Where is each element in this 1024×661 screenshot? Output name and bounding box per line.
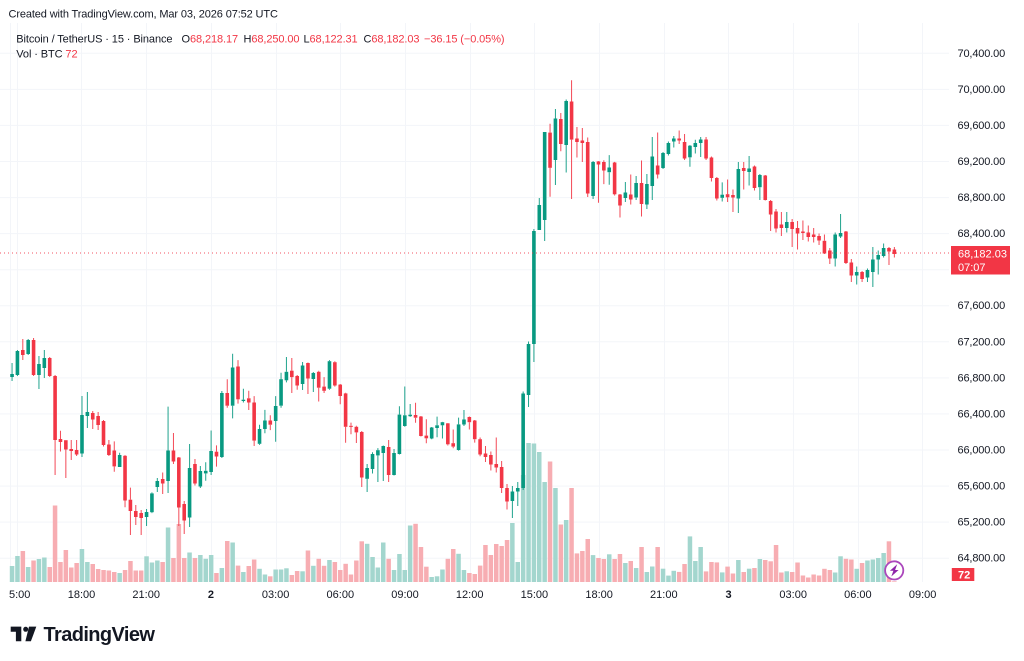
svg-text:72: 72 — [958, 570, 970, 582]
svg-text:21:00: 21:00 — [132, 589, 160, 601]
svg-text:68,400.00: 68,400.00 — [958, 228, 1006, 240]
svg-text:66,400.00: 66,400.00 — [958, 408, 1006, 420]
svg-text:18:00: 18:00 — [585, 589, 613, 601]
svg-text:70,400.00: 70,400.00 — [958, 48, 1006, 60]
svg-text:66,000.00: 66,000.00 — [958, 445, 1006, 457]
svg-text:12:00: 12:00 — [456, 589, 484, 601]
svg-text:68,800.00: 68,800.00 — [958, 192, 1006, 204]
svg-text:07:07: 07:07 — [958, 262, 986, 274]
svg-text:06:00: 06:00 — [327, 589, 355, 601]
svg-text:69,600.00: 69,600.00 — [958, 120, 1006, 132]
svg-text:5:00: 5:00 — [9, 589, 30, 601]
svg-text:3: 3 — [725, 589, 731, 601]
svg-text:68,182.03: 68,182.03 — [958, 249, 1007, 261]
svg-text:2: 2 — [208, 589, 214, 601]
svg-text:21:00: 21:00 — [650, 589, 678, 601]
svg-text:Vol · BTC 72: Vol · BTC 72 — [16, 49, 77, 61]
svg-text:03:00: 03:00 — [262, 589, 290, 601]
svg-text:15:00: 15:00 — [521, 589, 549, 601]
svg-text:TradingView: TradingView — [44, 624, 156, 646]
svg-text:66,800.00: 66,800.00 — [958, 372, 1006, 384]
svg-text:65,600.00: 65,600.00 — [958, 481, 1006, 493]
svg-text:03:00: 03:00 — [779, 589, 807, 601]
svg-text:67,200.00: 67,200.00 — [958, 336, 1006, 348]
svg-text:06:00: 06:00 — [844, 589, 872, 601]
svg-text:69,200.00: 69,200.00 — [958, 156, 1006, 168]
svg-text:18:00: 18:00 — [68, 589, 96, 601]
svg-text:67,600.00: 67,600.00 — [958, 300, 1006, 312]
svg-text:64,800.00: 64,800.00 — [958, 553, 1006, 565]
svg-text:70,000.00: 70,000.00 — [958, 84, 1006, 96]
svg-text:09:00: 09:00 — [391, 589, 419, 601]
svg-text:Created with TradingView.com,: Created with TradingView.com, Mar 03, 20… — [9, 9, 278, 21]
svg-text:Bitcoin / TetherUS · 15 · Bina: Bitcoin / TetherUS · 15 · Binance O68,218… — [16, 34, 504, 46]
svg-text:65,200.00: 65,200.00 — [958, 517, 1006, 529]
svg-text:09:00: 09:00 — [909, 589, 937, 601]
